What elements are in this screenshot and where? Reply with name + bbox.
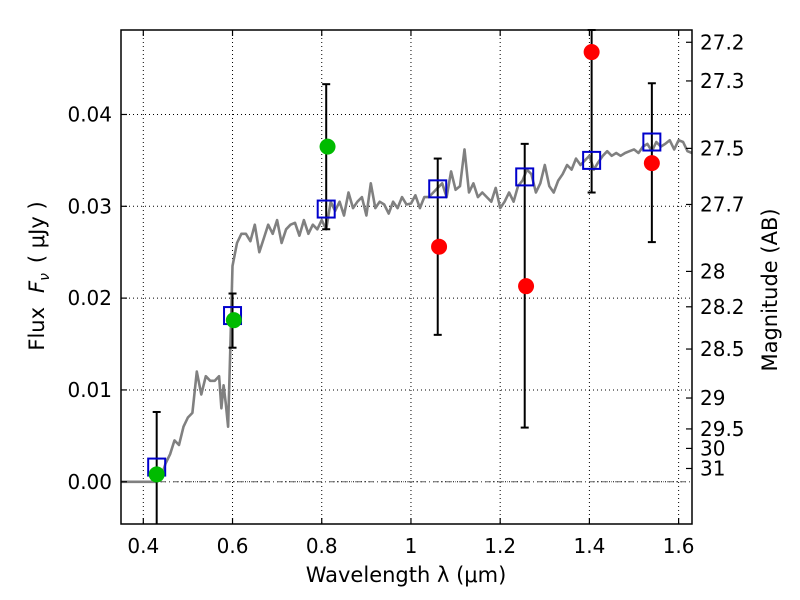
y2-tick-label: 27.5 bbox=[700, 136, 745, 160]
y2-tick-label: 28 bbox=[700, 259, 725, 283]
error-bar bbox=[322, 83, 331, 231]
x-tick-label: 1.6 bbox=[663, 534, 695, 558]
model-photometry-square bbox=[582, 150, 602, 170]
model-photometry-square bbox=[316, 199, 336, 219]
y-tick-label: 0.02 bbox=[67, 286, 112, 310]
observed-photometry-point bbox=[643, 155, 660, 172]
y-tick-label: 0.01 bbox=[67, 378, 112, 402]
model-photometry-square bbox=[428, 179, 448, 199]
model-photometry-square bbox=[515, 167, 535, 187]
y-tick-label: 0.00 bbox=[67, 470, 112, 494]
y2-axis-label: Magnitude (AB) bbox=[758, 208, 782, 371]
y2-tick-label: 27.7 bbox=[700, 192, 745, 216]
x-tick-label: 0.6 bbox=[217, 534, 249, 558]
x-tick-label: 1.2 bbox=[484, 534, 516, 558]
x-axis-label: Wavelength λ (μm) bbox=[306, 563, 507, 587]
y2-tick-label: 29 bbox=[700, 386, 725, 410]
y2-tick-label: 31 bbox=[700, 456, 725, 480]
y-tick-label: 0.03 bbox=[67, 194, 112, 218]
x-axis-ticks: 0.4 0.6 0.8 1 1.2 1.4 1.6 bbox=[127, 30, 695, 558]
observed-photometry-point bbox=[583, 44, 600, 61]
y2-tick-label: 29.5 bbox=[700, 417, 745, 441]
error-bars bbox=[152, 29, 656, 524]
y2-tick-label: 27.2 bbox=[700, 30, 745, 54]
observed-photometry-point bbox=[148, 466, 165, 483]
y-axis-ticks: 0.00 0.01 0.02 0.03 0.04 bbox=[67, 102, 127, 494]
grid-lines bbox=[121, 30, 692, 524]
x-tick-label: 0.8 bbox=[306, 534, 338, 558]
observed-photometry-point bbox=[319, 138, 336, 155]
x-tick-label: 0.4 bbox=[127, 534, 159, 558]
x-tick-label: 1.4 bbox=[573, 534, 605, 558]
plot-frame bbox=[120, 29, 693, 525]
y-tick-label: 0.04 bbox=[67, 102, 112, 126]
template-spectrum-line bbox=[121, 138, 693, 484]
y2-tick-label: 28.2 bbox=[700, 295, 745, 319]
observed-photometry-points bbox=[148, 44, 660, 483]
observed-photometry-point bbox=[431, 238, 448, 255]
y2-tick-label: 30 bbox=[700, 436, 725, 460]
observed-photometry-point bbox=[225, 312, 242, 329]
y2-tick-label: 27.3 bbox=[700, 69, 745, 93]
y2-tick-label: 28.5 bbox=[700, 337, 745, 361]
model-photometry-squares bbox=[147, 132, 662, 477]
observed-photometry-point bbox=[518, 278, 535, 295]
x-tick-label: 1 bbox=[405, 534, 418, 558]
model-photometry-square bbox=[642, 132, 662, 152]
y-axis-label: FluxFν( μJy ) bbox=[25, 201, 53, 350]
